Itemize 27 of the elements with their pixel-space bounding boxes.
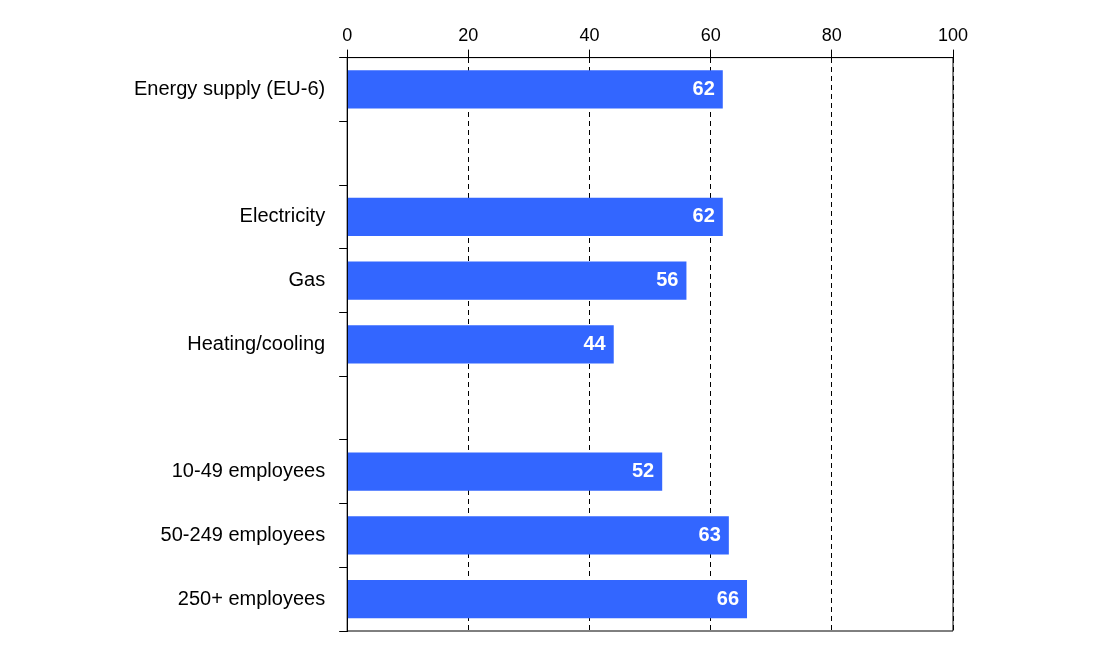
x-tick-label: 0 [342,24,353,45]
data-label: 66 [716,586,740,609]
y-tick-label: Electricity [239,204,326,227]
y-tick-label: Gas [288,268,326,291]
x-tick-label: 60 [700,24,721,45]
bar [347,197,723,236]
y-tick-label: Energy supply (EU-6) [133,76,326,99]
y-tick-label: 10-49 employees [171,459,326,482]
bar [347,325,614,364]
x-tick-label: 80 [821,24,842,45]
data-label: 56 [656,268,679,291]
data-label: 52 [631,459,655,482]
y-tick-label: 50-249 employees [160,522,326,545]
y-tick-label: Heating/cooling [187,331,326,354]
data-label: 63 [698,522,721,545]
x-tick-label: 20 [458,24,479,45]
data-label: 62 [692,204,715,227]
data-label: 44 [583,331,607,354]
bar [347,70,723,109]
bar [347,261,687,300]
data-label: 62 [692,76,715,99]
bar [347,580,748,619]
x-tick-label: 100 [937,24,969,45]
bar [347,452,663,491]
y-tick-label: 250+ employees [177,586,326,609]
bar [347,516,729,555]
x-tick-label: 40 [579,24,600,45]
